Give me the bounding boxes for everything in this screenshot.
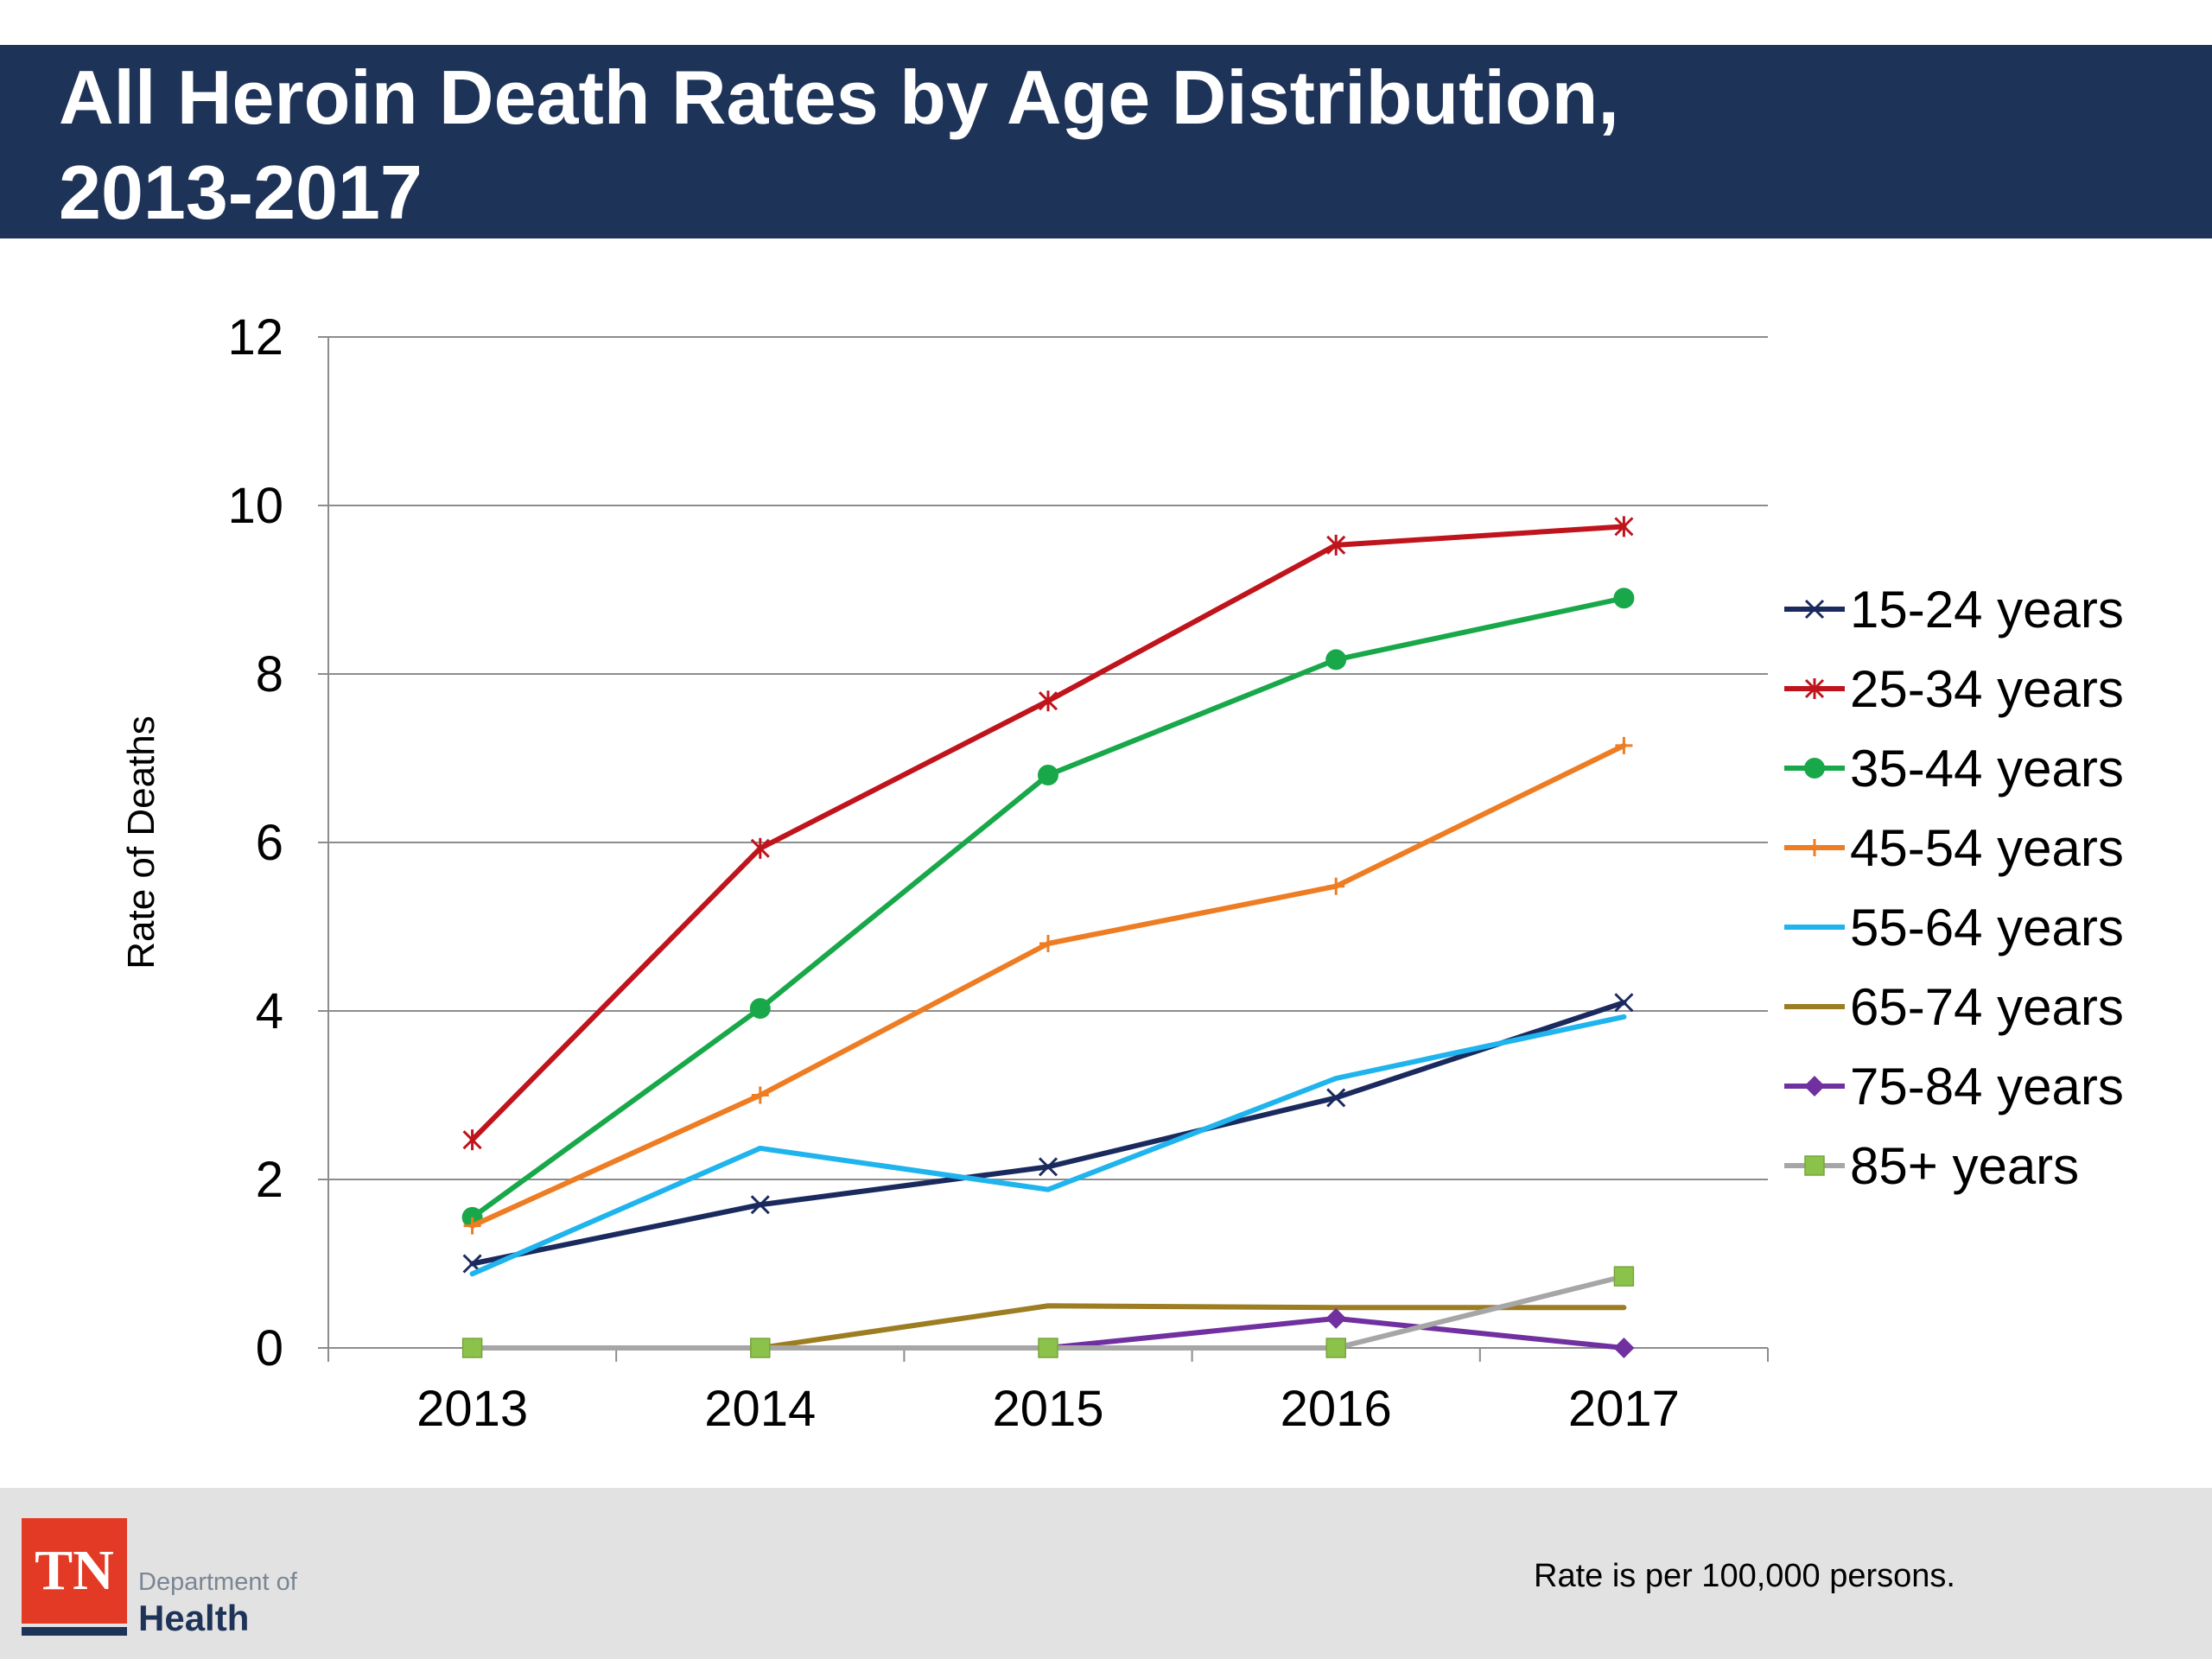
data-point [463,1217,481,1235]
data-point [1325,1338,1346,1358]
footnote: Rate is per 100,000 persons. [1534,1558,1955,1594]
data-point [1038,765,1058,785]
logo-health-text: Health [138,1598,250,1638]
y-tick-label: 8 [256,646,283,702]
data-point [1615,736,1633,754]
legend-item: 85+ years [1784,1137,2079,1195]
legend-marker [1804,1076,1825,1096]
series-line-45-54-years [469,742,1627,1229]
data-point [1038,1338,1058,1358]
series-line-15-24-years [469,1000,1627,1267]
x-tick-label: 2014 [704,1381,816,1437]
data-point [1326,1088,1346,1108]
legend-item: 65-74 years [1784,978,2124,1036]
data-point [750,1195,770,1215]
legend-label: 65-74 years [1850,978,2124,1036]
x-tick-label: 2013 [416,1381,528,1437]
legend-item: 75-84 years [1784,1058,2124,1116]
legend-marker [1804,678,1825,699]
legend-label: 45-54 years [1850,819,2124,877]
data-point [1039,935,1057,952]
data-point [1325,649,1347,671]
y-tick-label: 2 [256,1152,283,1208]
data-point [1038,1157,1058,1177]
logo-underline [22,1627,127,1636]
legend-label: 75-84 years [1850,1058,2124,1116]
data-point [1326,534,1346,556]
data-point [1038,690,1058,712]
data-point [1614,993,1634,1013]
data-point [1614,516,1634,537]
legend-label: 55-64 years [1850,899,2124,957]
y-tick-label: 4 [256,983,283,1039]
legend-item: 35-44 years [1784,740,2124,798]
x-tick-label: 2017 [1568,1381,1680,1437]
legend-label: 15-24 years [1850,581,2124,639]
data-point [1325,1307,1347,1329]
x-tick-label: 2015 [992,1381,1103,1437]
y-tick-label: 0 [256,1320,283,1376]
data-point [750,1338,771,1358]
data-point [1613,588,1635,609]
x-tick-label: 2016 [1281,1381,1392,1437]
legend-marker [1804,758,1825,779]
data-point [1327,877,1345,895]
legend-item: 55-64 years [1784,899,2124,957]
legend-label: 25-34 years [1850,660,2124,718]
data-point [750,837,770,859]
legend-label: 85+ years [1850,1137,2079,1195]
data-point [462,1129,482,1151]
logo-tn-mark: TN [22,1518,127,1624]
data-point [751,1086,769,1104]
legend-marker [1804,599,1825,620]
data-point [749,998,771,1020]
title-bar [0,45,2212,238]
series-line-25-34-years [469,524,1627,1143]
tn-health-logo: TN Department of Health [22,1518,315,1639]
data-point [1613,1338,1635,1358]
legend-marker [1804,1155,1825,1176]
legend-item: 15-24 years [1784,581,2124,639]
series-line-85-years [469,1274,1627,1351]
data-point [1613,1266,1635,1287]
y-tick-label: 10 [227,478,283,534]
legend-item: 45-54 years [1784,819,2124,877]
footer-bar [0,1488,2212,1659]
series-line-55-64-years [469,1014,1627,1277]
legend-label: 35-44 years [1850,740,2124,798]
y-tick-label: 6 [256,815,283,871]
line-chart: 0 2 4 6 8 10 12 2013 2014 2015 2016 2017 Rate of Dea… [120,309,2124,1437]
logo-department-text: Department of [138,1568,297,1596]
y-axis-label: Rate of Deaths [120,715,162,969]
legend-marker [1806,839,1823,856]
y-tick-label: 12 [227,309,283,365]
data-point [461,1338,483,1358]
legend-item: 25-34 years [1784,660,2124,718]
slide-title: All Heroin Death Rates by Age Distributi… [59,54,1619,235]
